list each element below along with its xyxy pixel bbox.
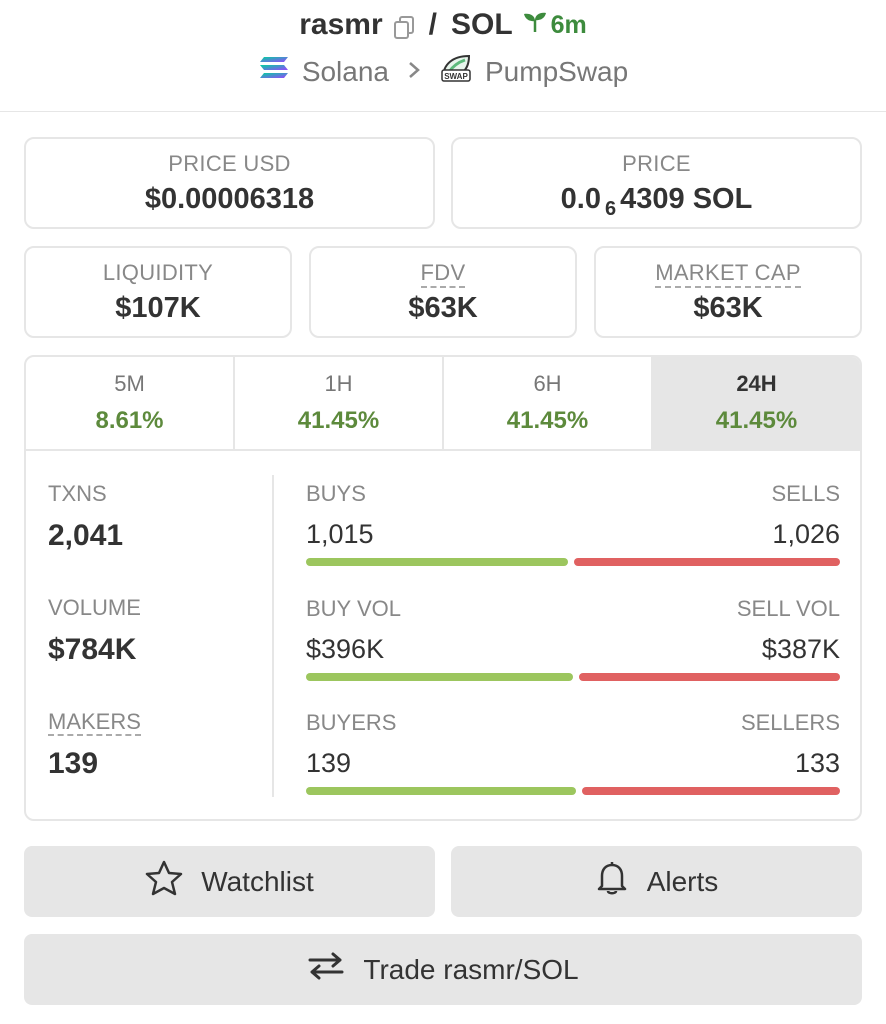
volume-label: VOLUME <box>48 595 141 620</box>
buys-value: 1,015 <box>306 519 374 549</box>
sells-value: 1,026 <box>772 519 840 549</box>
volume-stat: VOLUME $784K <box>48 595 141 667</box>
tab-change: 8.61% <box>95 407 164 434</box>
tab-label: 24H <box>736 371 777 396</box>
tab-label: 5M <box>114 371 145 396</box>
fdv-value: $63K <box>408 292 478 324</box>
fdv-card: FDV $63K <box>309 246 577 338</box>
tab-change: 41.45% <box>297 407 380 434</box>
txns-value: 2,041 <box>48 519 124 552</box>
price-native-card: PRICE 0.0 6 4309 SOL <box>451 137 862 229</box>
fdv-label[interactable]: FDV <box>420 260 466 288</box>
txns-stat: TXNS 2,041 <box>48 481 123 553</box>
copy-icon[interactable] <box>393 14 415 39</box>
buy-vol-bar-fill <box>306 673 573 681</box>
buyers-sellers-bar <box>306 787 840 795</box>
volume-value: $784K <box>48 633 137 666</box>
tab-6h[interactable]: 6H 41.45% <box>444 357 653 449</box>
tab-24h[interactable]: 24H 41.45% <box>653 357 860 449</box>
star-icon <box>145 860 183 903</box>
pair-separator: / <box>428 8 437 41</box>
solana-icon <box>258 55 290 88</box>
sells-bar-fill <box>574 558 840 566</box>
txns-label: TXNS <box>48 481 107 506</box>
dex-link[interactable]: PumpSwap <box>485 55 629 87</box>
volume-split-bar <box>306 673 840 681</box>
makers-value: 139 <box>48 747 99 780</box>
buys-label: BUYS <box>306 481 366 506</box>
volume-split-row: BUY VOL SELL VOL $396K $387K <box>306 596 840 681</box>
price-usd-card: PRICE USD $0.00006318 <box>24 137 435 229</box>
sellers-value: 133 <box>794 748 840 778</box>
buys-sells-row: BUYS SELLS 1,015 1,026 <box>306 481 840 566</box>
watchlist-button[interactable]: Watchlist <box>24 846 435 917</box>
tab-change: 41.45% <box>715 407 798 434</box>
liquidity-card: LIQUIDITY $107K <box>24 246 292 338</box>
sell-vol-label: SELL VOL <box>736 596 840 621</box>
tab-label: 1H <box>324 371 353 396</box>
buys-bar-fill <box>306 558 568 566</box>
price-native-value: 0.0 6 4309 SOL <box>453 183 860 221</box>
sell-vol-bar-fill <box>579 673 840 681</box>
tab-change: 41.45% <box>506 407 589 434</box>
trade-button[interactable]: Trade rasmr/SOL <box>24 934 862 1005</box>
market-cap-label[interactable]: MARKET CAP <box>655 260 801 288</box>
price-native-digits: 4309 <box>620 183 685 215</box>
svg-text:SWAP: SWAP <box>444 72 468 81</box>
pumpswap-icon: SWAP <box>439 52 473 91</box>
buys-sells-bar <box>306 558 840 566</box>
trade-label: Trade rasmr/SOL <box>363 953 579 985</box>
swap-arrows-icon <box>307 951 345 988</box>
chain-link[interactable]: Solana <box>301 55 389 87</box>
sprout-icon <box>523 11 547 40</box>
stats-panel: 5M 8.61% 1H 41.45% 6H 41.45% 24H 41.45% … <box>24 355 862 821</box>
pair-age-badge: 6m <box>523 11 587 40</box>
liquidity-value: $107K <box>115 292 201 324</box>
alerts-button[interactable]: Alerts <box>451 846 862 917</box>
alerts-label: Alerts <box>646 865 719 897</box>
tab-5m[interactable]: 5M 8.61% <box>26 357 235 449</box>
watchlist-label: Watchlist <box>201 865 314 897</box>
chevron-right-icon <box>407 56 421 87</box>
tab-1h[interactable]: 1H 41.45% <box>235 357 444 449</box>
liquidity-label: LIQUIDITY <box>102 260 214 285</box>
pair-title: rasmr / SOL 6m <box>0 8 886 42</box>
price-usd-label: PRICE USD <box>168 151 291 176</box>
buy-vol-value: $396K <box>306 634 385 664</box>
pair-header: rasmr / SOL 6m <box>0 0 886 112</box>
timeframe-tabs: 5M 8.61% 1H 41.45% 6H 41.45% 24H 41.45% <box>26 357 860 451</box>
buyers-sellers-row: BUYERS SELLERS 139 133 <box>306 710 840 795</box>
buyers-value: 139 <box>306 748 352 778</box>
sellers-label: SELLERS <box>740 710 840 735</box>
token-symbol: rasmr <box>299 8 383 41</box>
pair-age: 6m <box>550 10 587 39</box>
sells-label: SELLS <box>771 481 841 506</box>
buyers-bar-fill <box>306 787 576 795</box>
market-cap-card: MARKET CAP $63K <box>594 246 862 338</box>
quote-symbol: SOL <box>450 8 513 41</box>
price-native-label: PRICE <box>622 151 691 176</box>
sellers-bar-fill <box>582 787 840 795</box>
makers-label[interactable]: MAKERS <box>48 709 141 736</box>
buy-vol-label: BUY VOL <box>306 596 401 621</box>
stats-divider <box>272 475 274 797</box>
breadcrumb: Solana SWAP PumpSwap <box>0 52 886 91</box>
buyers-label: BUYERS <box>306 710 397 735</box>
price-native-zero-count: 6 <box>605 198 617 220</box>
market-cap-value: $63K <box>693 292 763 324</box>
price-native-prefix: 0.0 <box>560 183 601 215</box>
sell-vol-value: $387K <box>761 634 840 664</box>
tab-label: 6H <box>533 371 562 396</box>
price-native-unit: SOL <box>692 183 753 215</box>
price-usd-value: $0.00006318 <box>144 183 315 215</box>
makers-stat: MAKERS 139 <box>48 709 141 781</box>
bell-icon <box>595 860 629 903</box>
